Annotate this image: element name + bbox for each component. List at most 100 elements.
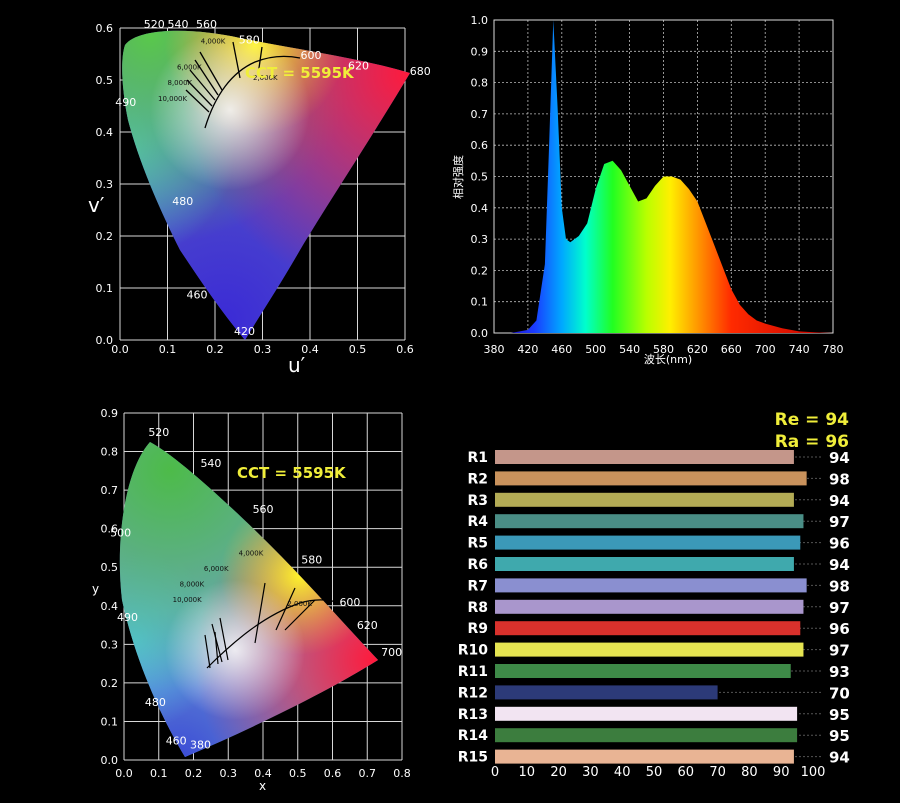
xy-diagram: 0.0 0.1 0.2 0.3 0.4 0.5 0.6 0.7 0.8 0.0 0.1 0.2 0.3 0…: [92, 407, 411, 793]
uv-wavelength-label: 480: [172, 195, 193, 208]
cri-value-label: 98: [829, 577, 850, 595]
xy-gamut: [119, 442, 378, 757]
cri-value-label: 97: [829, 642, 850, 660]
spectrum-ytick: 1.0: [471, 14, 489, 27]
xy-ytick: 0.2: [101, 677, 119, 690]
cri-category-label: R9: [467, 621, 488, 637]
spectrum-area: [494, 20, 833, 333]
uv-ylabel: v′: [88, 193, 105, 217]
cri-chart: Re = 94 Ra = 96 R1 94 R2 98 R3 94 R4 97 R5 96 R6 94…: [458, 410, 850, 780]
cri-value-label: 94: [829, 449, 850, 467]
uv-cct-annotation: CCT = 5595K: [245, 64, 355, 82]
cri-bar: [495, 450, 794, 464]
cri-ticks: 0 10 20 30 40 50 60 70 80 90 100: [491, 765, 826, 780]
xy-wavelength-label: 490: [117, 611, 138, 624]
cri-bar: [495, 599, 804, 614]
spectrum-ytick: 0.4: [471, 202, 489, 215]
cri-bar: [495, 492, 794, 507]
cri-xtick: 50: [646, 765, 663, 780]
cri-category-label: R12: [458, 685, 488, 701]
cri-xtick: 80: [741, 765, 758, 780]
xy-ytick: 0.4: [101, 600, 119, 613]
xy-wavelength-label: 560: [253, 503, 274, 516]
cri-bar: [495, 749, 794, 764]
uv-xtick: 0.0: [111, 343, 129, 356]
uv-ytick: 0.2: [96, 230, 114, 243]
xy-xtick: 0.3: [220, 767, 238, 780]
uv-ytick: 0.3: [96, 178, 114, 191]
xy-ytick: 0.3: [101, 638, 119, 651]
cri-value-label: 94: [829, 749, 850, 767]
spectrum-xtick: 740: [789, 343, 810, 356]
spectrum-xtick: 420: [517, 343, 538, 356]
uv-wavelength-label: 580: [239, 34, 260, 47]
cri-value-label: 97: [829, 513, 850, 531]
cri-category-label: R8: [467, 600, 488, 616]
xy-cct-label: 4,000K: [239, 550, 264, 558]
cri-category-label: R13: [458, 707, 488, 723]
xy-planckian-locus: [204, 582, 356, 669]
cri-value-label: 93: [829, 663, 850, 681]
cri-bar: [495, 535, 801, 550]
cri-value-label: 96: [829, 620, 850, 638]
uv-diagram: 0.0 0.1 0.2 0.3 0.4 0.5 0.6 0.0 0.1 0.2 0.3 0.4 0.5 0…: [88, 18, 431, 377]
xy-labels: 520 540 560 580 600 620 700 500 490 480 460 380 4,00…: [110, 426, 402, 751]
uv-ytick: 0.4: [96, 126, 114, 139]
uv-xtick: 0.6: [396, 343, 414, 356]
cri-bar: [495, 706, 798, 721]
uv-cct-label: 8,000K: [168, 79, 193, 87]
xy-xtick: 0.8: [393, 767, 411, 780]
spectrum-chart: 380 420 460 500 540 580 620 660 700 740 780 0.0 0.1 0…: [451, 14, 844, 366]
uv-xtick: 0.1: [159, 343, 177, 356]
spectrum-xtick: 700: [755, 343, 776, 356]
cri-category-label: R15: [458, 750, 488, 766]
xy-ytick: 0.8: [101, 446, 119, 459]
xy-cct-label: 10,000K: [173, 596, 202, 604]
uv-wavelength-label: 540: [168, 18, 189, 31]
uv-cct-label: 6,000K: [177, 64, 202, 72]
xy-xlabel: x: [259, 779, 266, 793]
cri-bar: [495, 557, 794, 571]
uv-ytick: 0.0: [96, 334, 114, 347]
spectrum-ytick: 0.2: [471, 264, 489, 277]
cri-bars: R1 94 R2 98 R3 94 R4 97 R5 96 R6 94 R7 98 R8 97 R9 96 R10 9…: [458, 449, 850, 767]
cri-value-label: 94: [829, 556, 850, 574]
cri-value-label: 98: [829, 470, 850, 488]
xy-xtick: 0.4: [254, 767, 272, 780]
cri-value-label: 70: [829, 684, 850, 702]
cri-headline-re: Re = 94: [775, 410, 850, 430]
xy-wavelength-label: 620: [357, 619, 378, 632]
uv-cct-label: 10,000K: [158, 95, 187, 103]
uv-cct-label: 4,000K: [201, 38, 226, 46]
uv-wavelength-label: 520: [144, 18, 165, 31]
cri-value-label: 95: [829, 706, 850, 724]
xy-wavelength-label: 380: [190, 738, 211, 751]
uv-gamut: [122, 30, 410, 340]
cri-bar: [495, 685, 718, 700]
cri-xtick: 60: [678, 765, 695, 780]
xy-ylabel: y: [92, 582, 99, 596]
spectrum-xtick: 660: [721, 343, 742, 356]
xy-wavelength-label: 540: [200, 457, 221, 470]
spectrum-xtick: 500: [585, 343, 606, 356]
cri-xtick: 30: [582, 765, 599, 780]
cri-category-label: R4: [467, 514, 488, 530]
cri-bar: [495, 664, 791, 678]
cri-bar: [495, 728, 798, 743]
uv-xtick: 0.4: [301, 343, 319, 356]
spectrum-ytick: 0.0: [471, 327, 489, 340]
spectrum-xlabel: 波长(nm): [644, 353, 692, 366]
spectrum-ytick: 0.1: [471, 296, 489, 309]
cri-xtick: 90: [773, 765, 790, 780]
xy-cct-annotation: CCT = 5595K: [237, 464, 347, 482]
xy-wavelength-label: 480: [145, 696, 166, 709]
cri-category-label: R11: [458, 664, 488, 680]
spectrum-ytick: 0.8: [471, 77, 489, 90]
xy-cct-label: 2,000K: [287, 600, 312, 608]
uv-wavelength-label: 620: [348, 60, 369, 73]
uv-wavelength-label: 560: [196, 18, 217, 31]
uv-ytick: 0.1: [96, 282, 114, 295]
uv-xlabel: u′: [288, 353, 306, 377]
spectrum-ticks: 380 420 460 500 540 580 620 660 700 740 780 0.0 0.1 0…: [471, 14, 844, 356]
uv-xtick: 0.5: [349, 343, 367, 356]
